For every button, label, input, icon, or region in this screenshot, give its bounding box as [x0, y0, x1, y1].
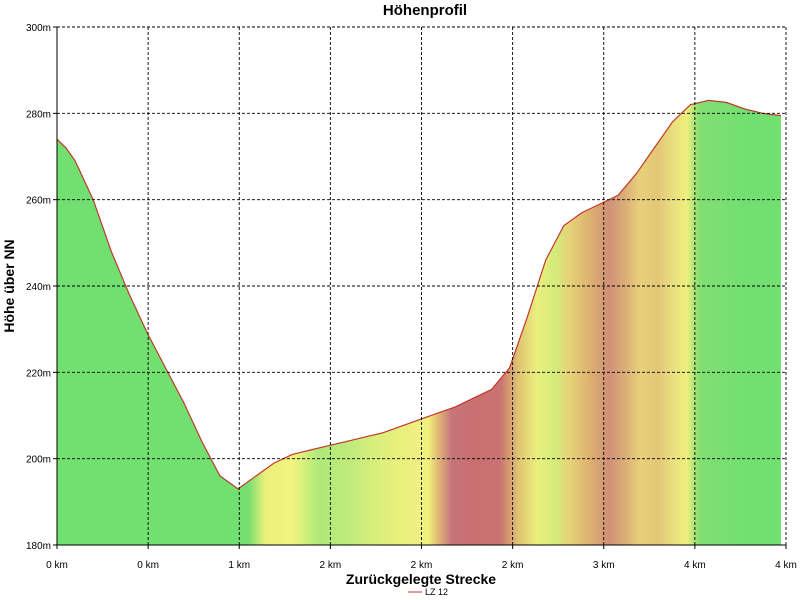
x-tick-label: 2 km [411, 560, 433, 571]
y-tick-label: 180m [26, 541, 51, 552]
x-tick-label: 0 km [46, 560, 68, 571]
x-tick-label: 4 km [684, 560, 706, 571]
y-tick-label: 300m [26, 23, 51, 34]
legend-label: LZ 12 [425, 587, 448, 597]
x-tick-label: 2 km [502, 560, 524, 571]
elevation-line [56, 99, 782, 490]
area-layer [56, 99, 782, 546]
y-tick-label: 260m [26, 196, 51, 207]
x-ticks: 0 km 0 km 1 km 2 km 2 km 2 km 3 km 4 km 4 km [46, 545, 797, 571]
legend: LZ 12 [408, 587, 448, 597]
x-tick-label: 3 km [593, 560, 615, 571]
y-tick-label: 240m [26, 282, 51, 293]
x-tick-label: 4 km [775, 560, 797, 571]
y-ticks: 180m 200m 220m 240m 260m 280m 300m [26, 23, 57, 552]
y-tick-label: 220m [26, 368, 51, 379]
y-axis-label: Höhe über NN [1, 239, 17, 332]
x-axis-label: Zurückgelegte Strecke [346, 571, 496, 587]
y-tick-label: 200m [26, 455, 51, 466]
x-tick-label: 2 km [320, 560, 342, 571]
x-tick-label: 0 km [137, 560, 159, 571]
x-tick-label: 1 km [228, 560, 250, 571]
elevation-area [57, 100, 781, 546]
chart-title: Höhenprofil [383, 2, 467, 19]
y-tick-label: 280m [26, 109, 51, 120]
